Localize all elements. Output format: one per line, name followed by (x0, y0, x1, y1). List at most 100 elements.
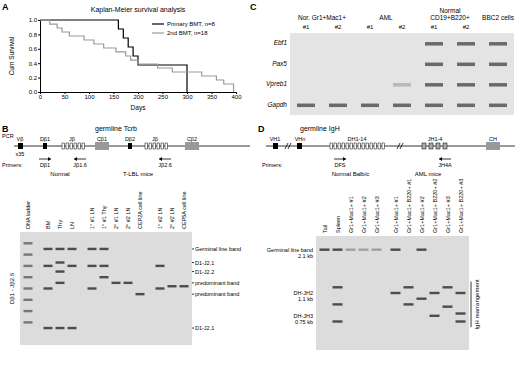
gel (20, 232, 192, 345)
y-axis: 0.00.20.40.60.81.0 (29, 17, 41, 95)
group-label: Nor. Gr1+Mac1+ (298, 14, 346, 21)
group-label: AML mice (415, 171, 442, 177)
plot-lines (40, 20, 234, 92)
lane-label: 1° #2 LN (157, 208, 163, 229)
gel-band (100, 265, 109, 267)
tick: 0.8 (29, 32, 40, 38)
primer-arrowhead (74, 157, 77, 161)
survival-line (40, 20, 234, 92)
primer-label: Jβ1.6 (73, 162, 87, 168)
segment-box (70, 143, 73, 149)
tick-label: 150 (109, 94, 120, 100)
lane-label: 2° #2 LN (169, 208, 175, 229)
band-label: Germinal line band (195, 246, 241, 252)
segment-box (161, 143, 164, 149)
gel-band (489, 83, 507, 87)
gel-band (333, 286, 343, 288)
figure-svg: AKaplan-Meier survival analysis050100150… (0, 0, 520, 376)
segment-box (429, 143, 433, 149)
lane-label: #2 (463, 24, 470, 30)
gel-band (168, 285, 177, 287)
lane-label: Gr1+Mac1+ #1 (393, 196, 399, 233)
locus-line (266, 146, 515, 147)
gel-band (156, 265, 165, 267)
group-label: Normal (440, 7, 462, 14)
gel-band (180, 285, 189, 287)
primer-label: Dβ1 (40, 162, 50, 168)
gel-band (456, 292, 466, 294)
segment-box (378, 143, 381, 149)
axis-title: Cum Survival (8, 36, 15, 75)
gel-band (361, 104, 379, 108)
tick-label: 250 (158, 94, 169, 100)
label-pointer (192, 328, 194, 329)
tick-label: 1.0 (29, 17, 38, 23)
segment-box (334, 143, 337, 149)
gel-band (156, 287, 165, 289)
segment-box (273, 143, 278, 149)
tick-mark (38, 34, 40, 35)
gel-band (372, 248, 382, 250)
gel-band (68, 327, 77, 329)
tick-label: 50 (62, 94, 69, 100)
segment-box (157, 143, 160, 149)
band-label: 0.75 kb (295, 319, 313, 325)
gel-band (417, 298, 427, 300)
band-label: predominant band (195, 291, 239, 297)
lane-label: 1° #1 Thy (101, 205, 107, 229)
gel-band (88, 265, 97, 267)
diagram-title: germline IgH (300, 125, 340, 133)
group-label: Normal (50, 171, 69, 177)
tick-label: 0.6 (29, 46, 38, 52)
gel-band (393, 104, 411, 108)
tick: 0.0 (29, 89, 40, 95)
segment-label: Dβ1 (40, 136, 50, 142)
tick: 1.0 (29, 17, 40, 23)
gel-band (24, 310, 33, 312)
diagram-title: germline Tcrb (95, 125, 137, 133)
bracket (471, 282, 472, 328)
gel-band (457, 104, 475, 108)
gel-band (68, 248, 77, 250)
panel-letter: D (258, 124, 265, 134)
lane-label: 2° #2 LN (125, 208, 131, 229)
gel-band (56, 282, 65, 284)
gel-band (417, 248, 427, 250)
break-mark (400, 143, 403, 149)
band-label: 1.1 kb (298, 296, 313, 302)
group-label: CD19+B220+ (430, 14, 470, 21)
axis-line (38, 21, 41, 93)
gel-band (44, 327, 53, 329)
gel-band (393, 83, 411, 87)
lane-label: #1 (367, 24, 374, 30)
lane-label: 1° #1 LN (89, 208, 95, 229)
gel-band (443, 286, 453, 288)
gel-band (24, 321, 33, 323)
gel-band (88, 287, 97, 289)
gel-band (333, 303, 343, 305)
primers-label: Primers: (262, 162, 283, 168)
segment-label: Cβ1 (97, 136, 107, 142)
break-mark (288, 143, 291, 149)
band-label: 2.1 kb (298, 253, 313, 259)
label-pointer (192, 294, 194, 295)
group-label: BBC2 cells (482, 14, 515, 21)
band-label: predominant band (195, 280, 239, 286)
primer-arrowhead (48, 157, 51, 161)
tick-mark (38, 20, 40, 21)
panel-letter: C (250, 2, 257, 12)
gel-band (136, 293, 145, 295)
segment-box (82, 143, 85, 149)
segment-box (78, 143, 81, 149)
x-axis: 050100150200250300350400 (39, 92, 242, 100)
tick-mark (38, 49, 40, 50)
lane-label: Gr1+Mac1+ #2 (361, 196, 367, 233)
segment-box (185, 142, 199, 150)
lane-label: #1 (431, 24, 438, 30)
panel-d: Dgermline IgHVH1VHnDH1-14JH1-4CHPrimers:… (258, 124, 515, 350)
segment-box (128, 143, 132, 149)
lane-label: DNA ladder (25, 201, 31, 229)
gel-band (44, 248, 53, 250)
gel-band (100, 276, 109, 278)
gel-band (443, 305, 453, 307)
